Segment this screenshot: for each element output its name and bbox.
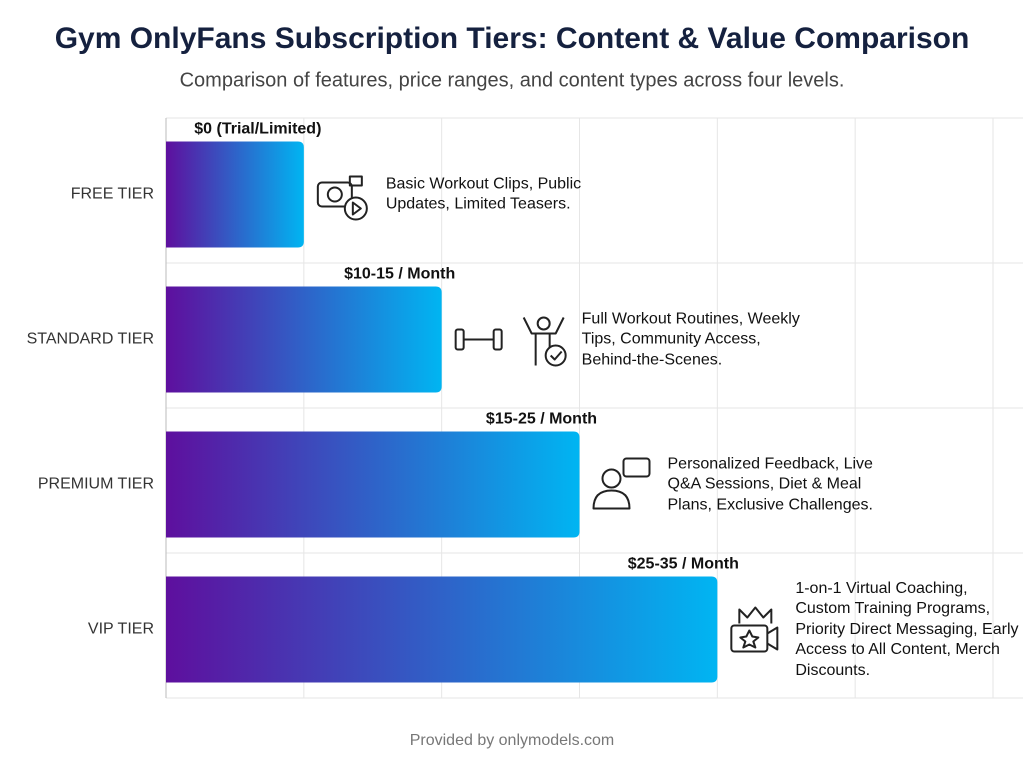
bar — [166, 431, 580, 538]
icon-part — [622, 457, 651, 478]
price-label: $15-25 / Month — [486, 411, 597, 428]
icon-part — [343, 196, 368, 221]
y-tick-label: VIP TIER — [88, 621, 154, 638]
tier-description: Personalized Feedback, Live Q&A Sessions… — [667, 454, 873, 513]
y-tick-label: PREMIUM TIER — [38, 476, 154, 493]
bar — [166, 286, 442, 393]
tier-icon — [454, 316, 567, 367]
tier-icon — [592, 457, 651, 510]
icon-part — [738, 606, 773, 624]
chart-subtitle: Comparison of features, price ranges, an… — [180, 69, 845, 91]
tier-description: Full Workout Routines, Weekly Tips, Comm… — [581, 309, 800, 368]
icon-part — [454, 328, 465, 351]
icon-part — [492, 328, 503, 351]
icon-part — [351, 201, 362, 216]
icon-part — [739, 629, 760, 649]
price-label: $10-15 / Month — [344, 266, 455, 283]
y-tick-label: FREE TIER — [71, 186, 154, 203]
price-label: $0 (Trial/Limited) — [194, 121, 321, 138]
icon-part — [316, 181, 353, 208]
icon-part — [766, 626, 779, 651]
tier-icon — [316, 175, 368, 221]
y-tick-label: STANDARD TIER — [27, 331, 154, 348]
bar — [166, 576, 718, 683]
icon-part — [348, 175, 363, 187]
tier-icon — [730, 606, 779, 653]
icon-part — [549, 350, 563, 361]
icon-part — [544, 344, 567, 367]
chart-title: Gym OnlyFans Subscription Tiers: Content… — [55, 22, 970, 55]
icon-part — [730, 624, 769, 653]
bar — [166, 141, 304, 248]
icon-part — [601, 468, 622, 489]
price-label: $25-35 / Month — [628, 556, 739, 573]
icon-part — [592, 489, 631, 510]
tier-description: Basic Workout Clips, Public Updates, Lim… — [385, 175, 582, 213]
icon-part — [536, 316, 551, 331]
icon-part — [326, 186, 343, 203]
tier-description: 1-on-1 Virtual Coaching, Custom Training… — [795, 579, 1019, 679]
footer: Provided by onlymodels.com — [410, 732, 615, 749]
